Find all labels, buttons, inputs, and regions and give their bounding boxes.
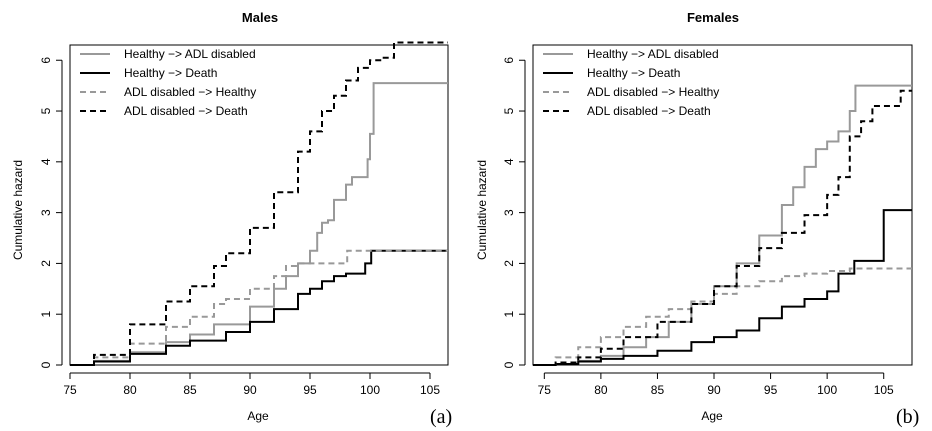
series-line [533,209,912,366]
series-line [533,84,912,366]
x-axis-label: Age [247,409,269,423]
legend-label: ADL disabled −> Healthy [124,85,256,99]
panel-title: Females [687,10,739,25]
y-tick-label: 6 [39,57,53,64]
legend-label: Healthy −> ADL disabled [587,47,719,61]
series-line [533,89,912,366]
y-tick-label: 1 [502,311,516,318]
legend-label: ADL disabled −> Healthy [587,85,719,99]
plot-frame [532,44,913,366]
y-tick-label: 2 [502,260,516,267]
x-tick-label: 105 [874,383,894,397]
x-axis-label: Age [701,409,723,423]
y-tick-label: 0 [39,361,53,368]
series-line [70,41,448,366]
y-tick-label: 4 [39,158,53,165]
panel-females: Females Cumulative hazard Age (b) 75 80 85… [475,10,919,428]
y-tick-label: 4 [502,158,516,165]
y-tick-label: 3 [39,209,53,216]
y-tick-label: 1 [39,311,53,318]
y-axis-label: Cumulative hazard [11,160,25,260]
x-tick-label: 100 [360,383,380,397]
legend-label: Healthy −> Death [124,66,217,80]
x-tick-label: 80 [594,383,608,397]
x-tick-label: 75 [63,383,77,397]
legend-label: ADL disabled −> Death [587,104,711,118]
x-tick-label: 75 [538,383,552,397]
x-tick-label: 85 [651,383,665,397]
x-tick-label: 90 [243,383,257,397]
panel-males: Males Cumulative hazard Age (a) 75 80 85 90… [11,10,452,428]
x-tick-label: 105 [420,383,440,397]
x-tick-label: 80 [123,383,137,397]
series-line [70,249,448,366]
x-tick-label: 85 [183,383,197,397]
series-line [533,267,912,366]
series-line [70,82,448,366]
legend-label: Healthy −> Death [587,66,680,80]
y-axis-label: Cumulative hazard [475,160,489,260]
y-tick-label: 5 [502,107,516,114]
x-tick-label: 90 [707,383,721,397]
series-line [70,249,448,366]
y-tick-label: 2 [39,260,53,267]
panel-label: (a) [430,406,452,428]
x-tick-label: 95 [764,383,778,397]
legend-label: Healthy −> ADL disabled [124,47,256,61]
y-tick-label: 5 [39,107,53,114]
panel-label: (b) [896,406,919,428]
x-tick-label: 100 [817,383,837,397]
panel-title: Males [242,10,278,25]
y-tick-label: 0 [502,361,516,368]
y-tick-label: 6 [502,57,516,64]
legend-label: ADL disabled −> Death [124,104,248,118]
x-tick-label: 95 [303,383,317,397]
y-tick-label: 3 [502,209,516,216]
plot-frame [69,44,449,366]
